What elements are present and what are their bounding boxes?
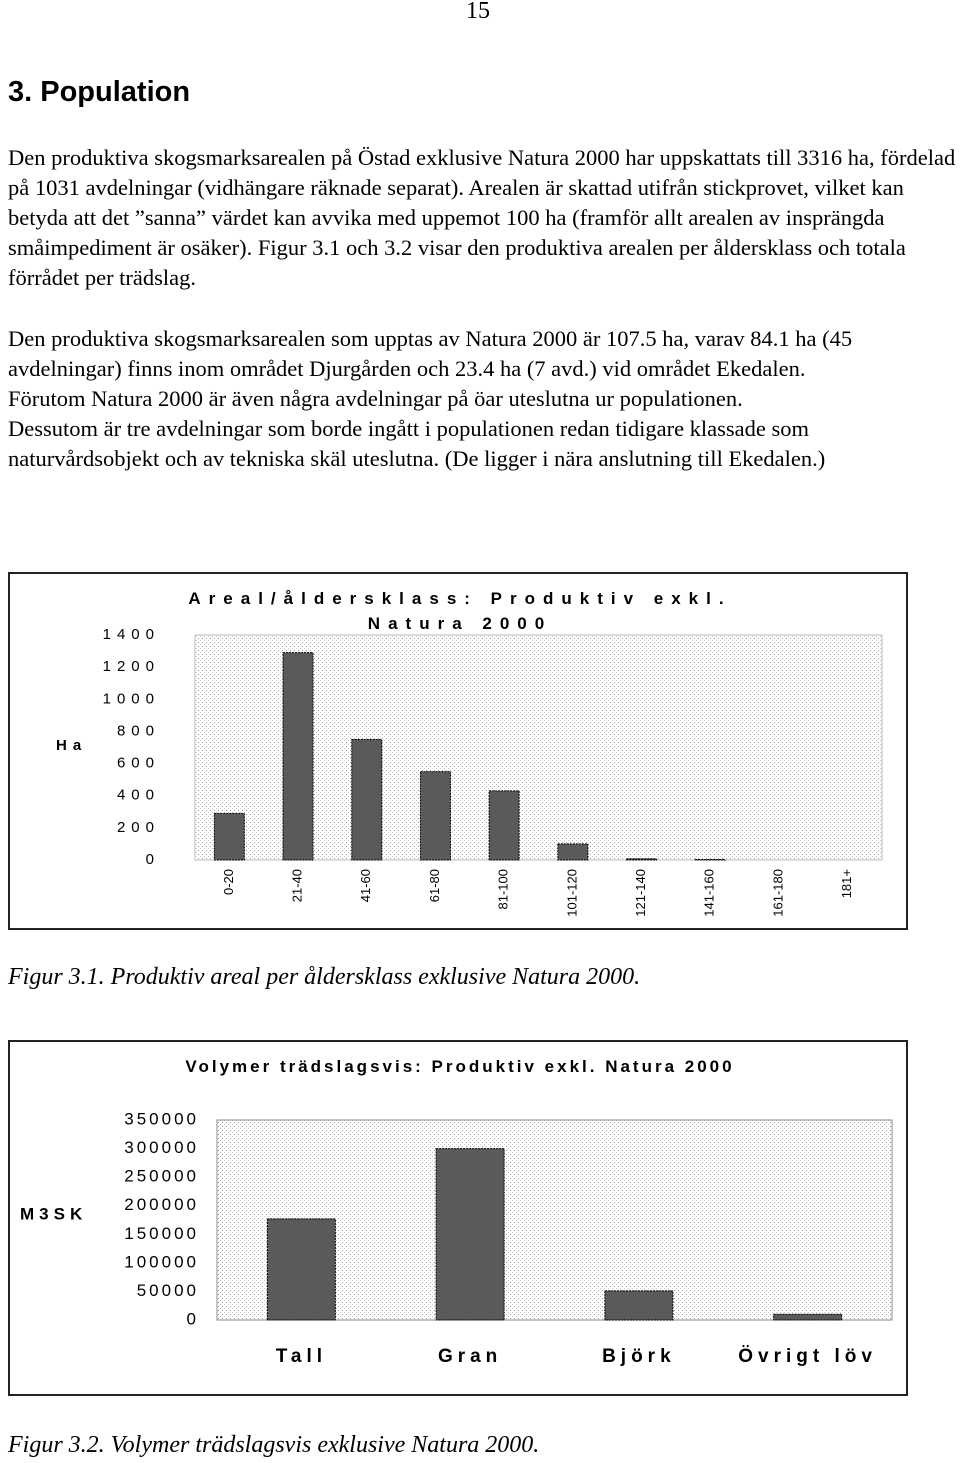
- y-tick-label: 1000: [103, 690, 160, 707]
- x-tick-label: Björk: [602, 1346, 676, 1367]
- x-tick-label: 101-120: [564, 869, 579, 917]
- x-tick-label: 141-160: [702, 869, 717, 917]
- y-tick-label: 400: [117, 787, 160, 804]
- bar: [351, 738, 383, 861]
- x-tick-label: Övrigt löv: [738, 1346, 877, 1367]
- y-axis-label: M3SK: [20, 1204, 87, 1223]
- chart-title: Areal/åldersklass: Produktiv exkl. Natur…: [188, 589, 732, 633]
- y-axis-label: Ha: [56, 737, 87, 754]
- y-tick-label: 800: [117, 722, 160, 739]
- bar: [604, 1290, 674, 1321]
- y-tick-label: 150000: [124, 1224, 199, 1243]
- chart-frame: Ha 0 200 400 600 800 1000 1200 1400 0-20 21-40 41-…: [8, 572, 908, 930]
- x-tick-label: 121-140: [633, 869, 648, 917]
- y-tick-label: 50000: [137, 1281, 199, 1300]
- y-tick-label: 200000: [124, 1195, 199, 1214]
- chart-frame: M3SK 0 50000 100000 150000 200000 250000 30000…: [8, 1040, 908, 1396]
- y-tick-label: 250000: [124, 1167, 199, 1186]
- x-tick-label: 161-180: [770, 869, 785, 917]
- y-tick-label: 100000: [124, 1252, 199, 1271]
- x-tick-label: 61-80: [427, 869, 442, 902]
- chart-title: Volymer trädslagsvis: Produktiv exkl. Na…: [185, 1057, 735, 1076]
- bar: [488, 790, 520, 861]
- y-tick-label: 0: [146, 851, 160, 868]
- x-tick-label: 81-100: [496, 869, 511, 909]
- paragraph: Förutom Natura 2000 är även några avdeln…: [8, 386, 743, 411]
- x-tick-label: 181+: [839, 869, 854, 898]
- paragraph: Dessutom är tre avdelningar som borde in…: [8, 416, 826, 471]
- bar: [213, 812, 245, 861]
- chart: M3SK 0 50000 100000 150000 200000 250000 30000…: [20, 1109, 893, 1367]
- x-tick-label: Tall: [276, 1346, 327, 1367]
- x-tick-label: 0-20: [221, 869, 236, 895]
- y-tick-label: 350000: [124, 1109, 199, 1128]
- x-tick-label: Gran: [438, 1346, 502, 1367]
- chart: Ha 0 200 400 600 800 1000 1200 1400 0-20 21-40 41-…: [56, 626, 883, 917]
- body-text: Den produktiva skogsmarksarealen på Östa…: [8, 143, 960, 474]
- caption: Figur 3.1. Produktiv areal per ålderskla…: [8, 964, 641, 990]
- y-tick-label: 1200: [103, 658, 160, 675]
- paragraph: Den produktiva skogsmarksarealen som upp…: [8, 326, 853, 381]
- x-tick-label: 21-40: [289, 869, 304, 902]
- bar: [626, 858, 658, 861]
- caption: Figur 3.2. Volymer trädslagsvis exklusiv…: [8, 1432, 540, 1458]
- bar: [557, 843, 589, 861]
- bar: [282, 652, 314, 861]
- heading: 3. Population: [8, 76, 191, 108]
- bar: [435, 1148, 505, 1321]
- page-number: 15: [466, 0, 490, 24]
- y-tick-label: 0: [187, 1309, 199, 1328]
- bar: [773, 1313, 843, 1321]
- bar: [266, 1218, 336, 1321]
- paragraph: Den produktiva skogsmarksarealen på Östa…: [8, 145, 956, 290]
- y-tick-label: 200: [117, 819, 160, 836]
- y-tick-label: 600: [117, 755, 160, 772]
- x-tick-label: 41-60: [358, 869, 373, 902]
- y-tick-label: 300000: [124, 1138, 199, 1157]
- y-tick-label: 1400: [103, 626, 160, 643]
- bar: [419, 771, 451, 861]
